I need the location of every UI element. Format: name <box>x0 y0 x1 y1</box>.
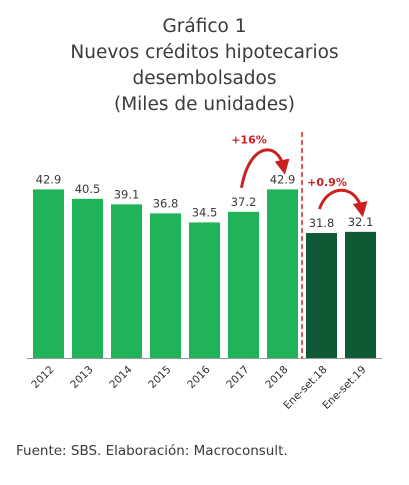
chart-title: Gráfico 1 Nuevos créditos hipotecarios d… <box>0 14 409 118</box>
chart-title-line-3: desembolsados <box>132 68 277 89</box>
bar-2013 <box>72 198 103 358</box>
value-label: 39.1 <box>114 187 140 201</box>
value-label: 42.9 <box>36 172 62 186</box>
value-label: 31.8 <box>309 216 335 230</box>
bar-2014 <box>111 204 142 358</box>
growth-label: +0.9% <box>307 176 347 189</box>
bar-ene-set-19 <box>345 231 376 358</box>
growth-annotations-layer: +16% +0.9% <box>231 133 368 218</box>
value-label: 40.5 <box>75 182 101 196</box>
category-label: 2015 <box>146 364 173 391</box>
value-labels-layer: 42.9 40.5 39.1 36.8 34.5 37.2 42.9 31.8 32.1 <box>36 172 374 230</box>
category-labels-layer: 2012 2013 2014 2015 2016 2017 2018Ene-set.18En… <box>29 363 368 412</box>
category-label: 2018 <box>263 364 290 391</box>
bar-2015 <box>150 213 181 358</box>
value-label: 42.9 <box>270 172 296 186</box>
chart-title-line-2: Nuevos créditos hipotecarios <box>70 42 339 63</box>
bar-2017 <box>228 211 259 358</box>
bar-2018 <box>267 189 298 358</box>
bar-2012 <box>33 189 64 358</box>
bars-layer <box>27 132 382 359</box>
value-label: 37.2 <box>231 195 257 209</box>
value-label: 34.5 <box>192 205 218 219</box>
bar-2016 <box>189 222 220 358</box>
bar-ene-set-18 <box>306 233 337 358</box>
value-label: 36.8 <box>153 196 179 210</box>
category-label: 2016 <box>185 363 213 391</box>
growth-label: +16% <box>231 133 267 146</box>
value-label: 32.1 <box>348 215 374 229</box>
chart-title-line-1: Gráfico 1 <box>162 16 247 37</box>
growth-arrow <box>318 188 368 218</box>
category-label: 2012 <box>29 364 56 391</box>
source-note: Fuente: SBS. Elaboración: Macroconsult. <box>16 443 288 459</box>
chart-title-line-4: (Miles de unidades) <box>113 94 296 115</box>
growth-arrow <box>240 148 290 189</box>
category-label: 2014 <box>107 363 135 391</box>
category-label: 2017 <box>224 364 251 391</box>
category-label: 2013 <box>68 364 95 391</box>
